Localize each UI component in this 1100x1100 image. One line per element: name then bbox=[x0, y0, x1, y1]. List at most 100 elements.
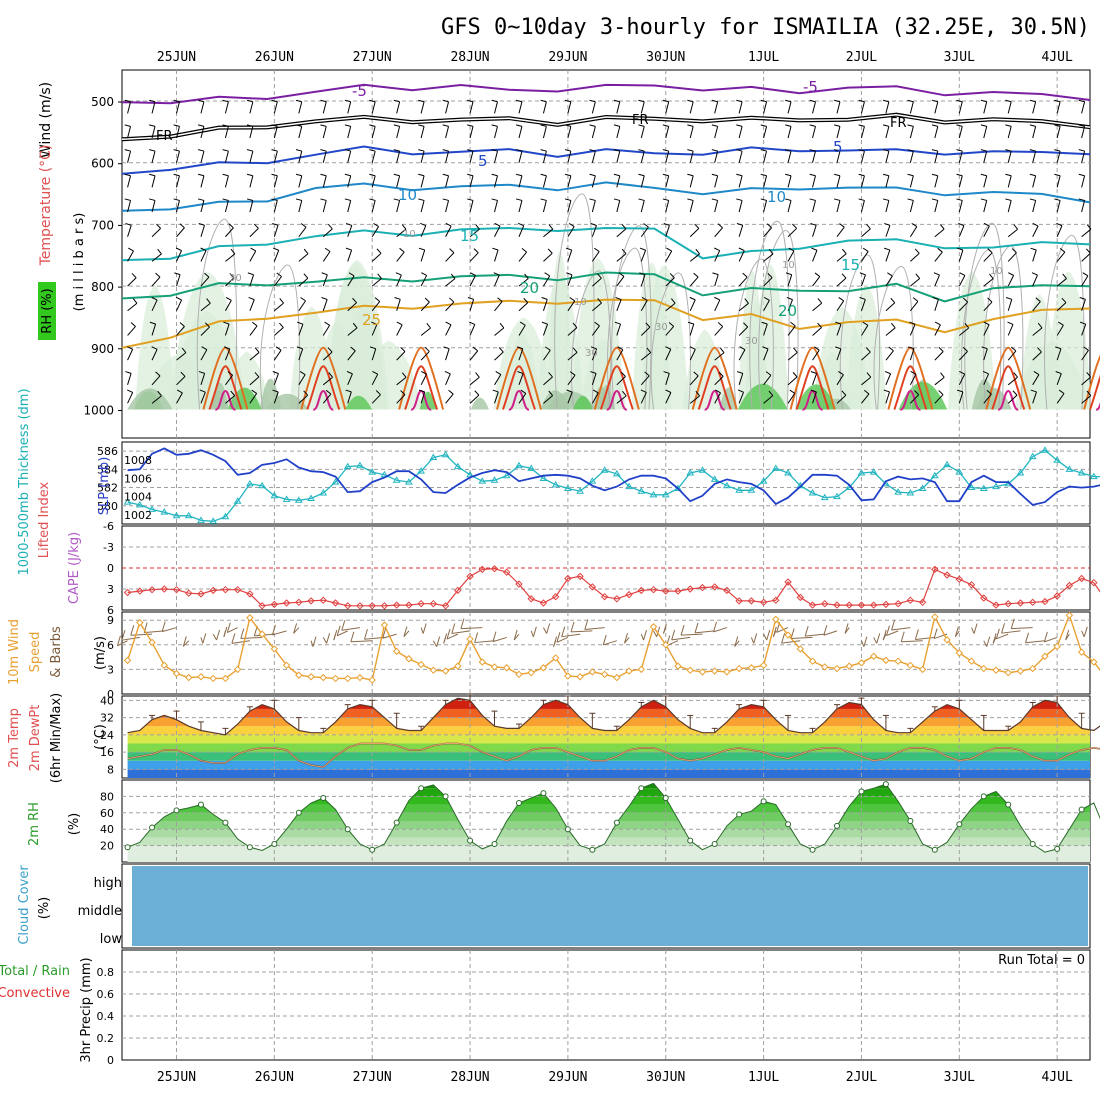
upper-barb-24-760 bbox=[420, 249, 426, 262]
rh2m-point-24 bbox=[418, 785, 425, 792]
upper-barb-34-880 bbox=[542, 324, 549, 336]
contour-label-10-a: 10 bbox=[398, 186, 417, 204]
upper-barb-flag-46-840 bbox=[689, 296, 696, 301]
upper-barb-52-600 bbox=[763, 150, 768, 163]
upper-barb-78-520 bbox=[1081, 101, 1086, 114]
wind10-barb-40 bbox=[603, 640, 617, 646]
upper-barb-42-720 bbox=[640, 226, 649, 238]
wind10-barb-flag-6 bbox=[202, 633, 207, 644]
upper-barb-74-680 bbox=[1032, 200, 1037, 213]
upper-barb-flag-78-560 bbox=[1078, 124, 1085, 127]
upper-barb-flag-56-880 bbox=[817, 322, 822, 328]
upper-barb-flag-24-880 bbox=[426, 322, 431, 329]
wind10-barb-flag-22 bbox=[382, 628, 387, 639]
wind10-point-36 bbox=[564, 672, 572, 680]
upper-barb-58-840 bbox=[836, 300, 845, 312]
date-label-top-3jul: 3JUL bbox=[944, 50, 975, 65]
date-label-bottom-4jul: 4JUL bbox=[1041, 1070, 1072, 1085]
upper-barb-52-560 bbox=[763, 126, 768, 139]
thickness-point-3 bbox=[160, 508, 169, 515]
upper-barb-flag-64-600 bbox=[907, 149, 914, 152]
upper-barb-flag-22-520 bbox=[393, 99, 400, 103]
upper-barb-flag-48-680 bbox=[711, 198, 718, 201]
li-point-27 bbox=[454, 586, 462, 595]
upper-barb-flag-44-520 bbox=[662, 99, 669, 103]
upper-barb-70-600 bbox=[983, 150, 988, 163]
upper-barb-0-880 bbox=[127, 326, 136, 336]
rh-contour-9 bbox=[554, 193, 595, 410]
upper-barb-12-990 bbox=[273, 391, 279, 404]
upper-barb-flag-12-680 bbox=[271, 198, 278, 201]
wind10-point-47 bbox=[698, 668, 707, 676]
upper-barb-flag-18-600 bbox=[344, 149, 351, 152]
wind10-point-72 bbox=[1004, 668, 1012, 677]
upper-barb-flag-2-560 bbox=[149, 124, 156, 127]
surface-isotherm-38-day4 bbox=[606, 389, 628, 411]
upper-barb-flag-10-800 bbox=[247, 272, 254, 276]
thickness-line bbox=[127, 449, 1100, 522]
upper-barb-58-600 bbox=[836, 150, 841, 163]
wind10-barb-flag-49 bbox=[713, 621, 718, 633]
upper-barb-flag-62-920 bbox=[888, 346, 894, 352]
upper-barb-32-600 bbox=[518, 150, 523, 163]
wind10-point-38 bbox=[588, 668, 597, 676]
wind10-barb-74 bbox=[1011, 627, 1033, 630]
upper-barb-70-720 bbox=[983, 225, 990, 237]
upper-barb-4-960 bbox=[176, 376, 186, 386]
li-point-50 bbox=[735, 597, 743, 605]
upper-barb-flag-10-680 bbox=[246, 198, 253, 201]
wind10-point-46 bbox=[686, 666, 694, 674]
upper-barb-flag-30-720 bbox=[494, 222, 501, 227]
li-point-32 bbox=[515, 580, 523, 588]
wind10m-label-2: Speed bbox=[28, 632, 43, 673]
date-label-bottom-28jun: 28JUN bbox=[450, 1070, 489, 1085]
upper-barb-flag-26-960 bbox=[444, 370, 451, 375]
rh-shade-dark-16 bbox=[127, 388, 173, 410]
li-point-43 bbox=[649, 585, 658, 594]
wind10-barb-flag-14 bbox=[293, 623, 298, 634]
upper-barb-14-880 bbox=[298, 324, 304, 336]
thickness-point-78 bbox=[1077, 469, 1086, 476]
upper-barb-flag-70-680 bbox=[980, 198, 987, 201]
upper-barb-74-920 bbox=[1032, 351, 1042, 361]
upper-barb-flag-52-720 bbox=[766, 223, 772, 229]
upper-barb-flag-58-960 bbox=[838, 371, 844, 376]
upper-barb-28-640 bbox=[469, 175, 474, 188]
date-label-top-4jul: 4JUL bbox=[1041, 50, 1072, 65]
upper-barb-22-920 bbox=[396, 351, 406, 361]
upper-barb-flag-8-840 bbox=[225, 296, 232, 301]
upper-barb-44-760 bbox=[665, 250, 673, 262]
wind10-barb-31 bbox=[492, 636, 507, 643]
upper-barb-flag-36-760 bbox=[565, 247, 572, 251]
upper-barb-flag-18-520 bbox=[344, 99, 351, 103]
slp-label: SLP (mb) bbox=[97, 457, 112, 516]
rh2m-point-8 bbox=[222, 819, 229, 826]
upper-barb-flag-66-560 bbox=[931, 124, 938, 127]
upper-barb-flag-60-640 bbox=[858, 173, 865, 177]
upper-barb-flag-76-520 bbox=[1054, 99, 1061, 103]
upper-barb-flag-28-880 bbox=[469, 321, 475, 325]
surface-isotherm-34-day3 bbox=[502, 365, 536, 410]
li-point-25 bbox=[429, 599, 438, 608]
li-point-65 bbox=[918, 598, 927, 607]
upper-barb-flag-48-880 bbox=[717, 322, 724, 327]
upper-barb-flag-68-920 bbox=[962, 346, 968, 352]
upper-barb-flag-0-800 bbox=[131, 273, 137, 279]
upper-barb-32-520 bbox=[518, 101, 523, 114]
upper-barb-26-960 bbox=[445, 373, 451, 386]
li-point-37 bbox=[576, 572, 584, 581]
upper-barb-64-720 bbox=[909, 226, 918, 238]
wind10-point-27 bbox=[454, 662, 462, 670]
thickness-point-71 bbox=[992, 482, 1000, 490]
upper-barb-flag-42-960 bbox=[644, 371, 650, 377]
wind10-barb-57 bbox=[805, 633, 825, 637]
upper-barb-56-640 bbox=[812, 175, 816, 188]
upper-barb-flag-50-960 bbox=[736, 371, 743, 374]
upper-barb-flag-36-720 bbox=[568, 222, 575, 227]
wind10-barb-flag-34 bbox=[546, 623, 551, 634]
upper-barb-52-720 bbox=[763, 227, 772, 238]
rh2m-point-52 bbox=[760, 798, 767, 805]
wind10-point-22 bbox=[392, 647, 401, 656]
thickness-point-32 bbox=[515, 461, 523, 469]
